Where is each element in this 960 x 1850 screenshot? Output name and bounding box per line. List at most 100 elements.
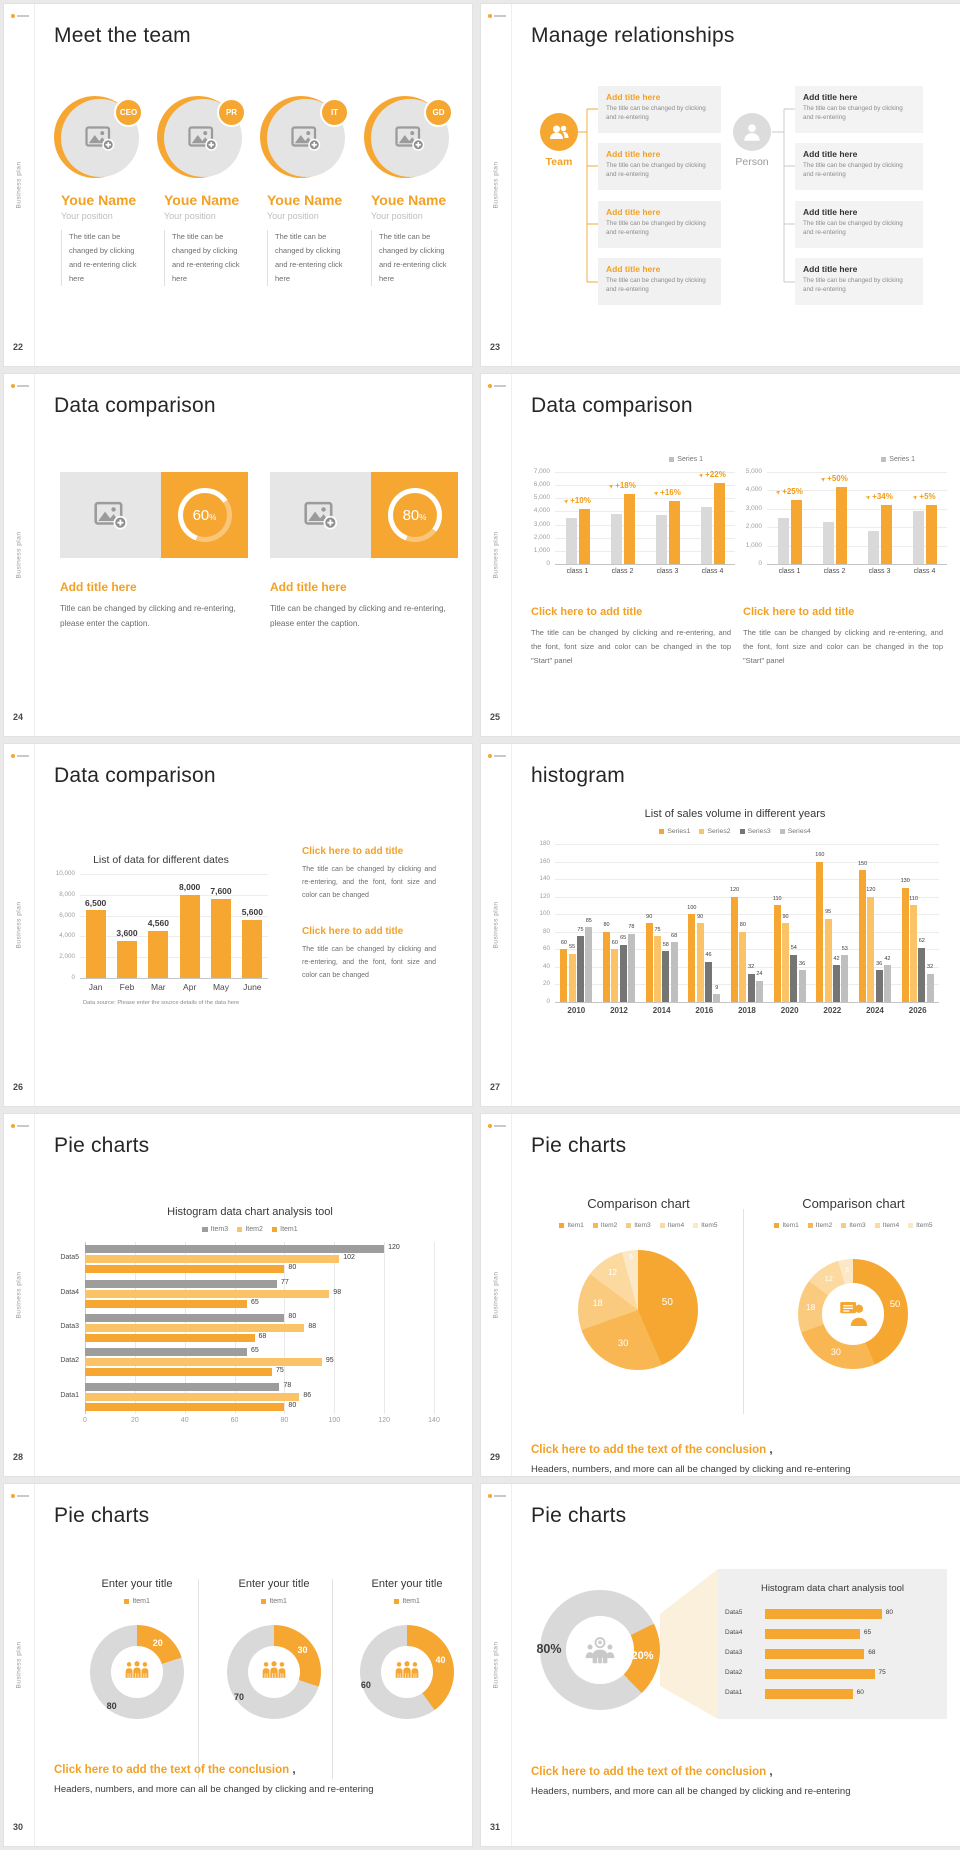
bar-value-label: 120 xyxy=(388,1244,400,1252)
bar-value-label: 24 xyxy=(756,971,763,978)
member-name: Youe Name xyxy=(267,192,343,208)
gridline xyxy=(767,472,947,473)
slide-thumbnail-26[interactable]: Business plan 26 Data comparison List of… xyxy=(4,744,472,1106)
legend-swatch xyxy=(908,1223,914,1228)
slide-thumbnail-30[interactable]: Business plan 30 Pie charts Enter your t… xyxy=(4,1484,472,1846)
up-arrow-icon: ➤ xyxy=(775,488,783,497)
bar xyxy=(777,518,789,564)
y-tick-label: 0 xyxy=(546,998,550,1005)
bar xyxy=(798,970,806,1002)
highlight-beam xyxy=(660,1569,718,1719)
gridline xyxy=(80,957,268,959)
bar-value-label: 65 xyxy=(620,935,627,942)
block-text: The title can be changed by clicking and… xyxy=(743,628,943,665)
percent-value: 60 xyxy=(192,506,210,524)
bar-value-label: 42 xyxy=(884,955,891,962)
box-title: Add title here xyxy=(606,92,661,102)
legend-item: Series3 xyxy=(739,828,771,835)
chart-title: List of sales volume in different years xyxy=(644,808,826,820)
bar xyxy=(918,947,926,1002)
box-title: Add title here xyxy=(803,92,858,102)
y-tick-label: 100 xyxy=(539,910,550,918)
image-stat-panel: 60% xyxy=(60,472,248,558)
x-tick-label: 120 xyxy=(378,1417,390,1424)
legend-swatch xyxy=(261,1598,267,1605)
slide-thumbnail-24[interactable]: Business plan 24 Data comparison 60% 80%… xyxy=(4,374,472,736)
slide-thumbnail-22[interactable]: Business plan 22 Meet the team CEO Youe … xyxy=(4,4,472,366)
bar xyxy=(765,1609,882,1619)
bar-value-label: 120 xyxy=(729,887,740,894)
bar-value-label: 75 xyxy=(275,1367,284,1375)
y-tick-label: 5,000 xyxy=(745,468,762,475)
bar-value-label: 80 xyxy=(739,922,746,929)
slide-title: histogram xyxy=(531,764,626,787)
legend-swatch xyxy=(202,1226,208,1233)
page-number: 29 xyxy=(490,1452,501,1462)
legend-swatch xyxy=(841,1223,847,1228)
bar xyxy=(790,499,802,564)
x-tick-label: class 1 xyxy=(778,568,801,575)
legend-item: Item3 xyxy=(626,1222,651,1229)
conclusion-subtext: Headers, numbers, and more can all be ch… xyxy=(531,1464,851,1475)
people-group-icon xyxy=(261,1660,287,1680)
slide-thumbnail-29[interactable]: Business plan 29 Pie charts Comparison c… xyxy=(481,1114,960,1476)
photo-placeholder xyxy=(60,472,161,558)
bar xyxy=(610,514,622,564)
gridline xyxy=(555,861,939,863)
chart-title: Histogram data chart analysis tool xyxy=(760,1583,905,1594)
bar-value-label: 58 xyxy=(662,941,669,948)
chart-title: List of data for different dates xyxy=(93,854,229,866)
slide-thumbnail-31[interactable]: Business plan 31 Pie charts 20% 80% Histo… xyxy=(481,1484,960,1846)
image-placeholder-icon xyxy=(395,125,425,151)
slide-rail: Business plan 24 xyxy=(4,374,35,736)
gridline xyxy=(555,896,939,898)
progress-ring: 80% xyxy=(387,488,442,542)
x-tick-label: class 3 xyxy=(868,568,891,575)
x-tick-label: 60 xyxy=(230,1417,239,1424)
page-number: 26 xyxy=(13,1082,24,1092)
bar-value-label: 80 xyxy=(288,1264,297,1272)
bar-value-label: 90 xyxy=(646,913,653,920)
x-tick-label: 2020 xyxy=(780,1006,799,1015)
legend-swatch xyxy=(626,1223,632,1228)
bar-value-label: 3,600 xyxy=(116,928,138,939)
legend-item: Item1 xyxy=(559,1222,584,1229)
rail-brand-text: Business plan xyxy=(492,1271,500,1319)
bar xyxy=(765,1669,875,1679)
legend-swatch xyxy=(739,828,745,835)
slide-thumbnail-25[interactable]: Business plan 25 Data comparison Series … xyxy=(481,374,960,736)
bar-value-label: 65 xyxy=(251,1298,259,1306)
slide-thumbnail-27[interactable]: Business plan 27 histogram List of sales… xyxy=(481,744,960,1106)
bar-chart: 0 1,000 2,000 3,000 4,000 5,000 class 1 ➤+25% cl… xyxy=(737,468,953,578)
conclusion-title: Click here to add the text of the conclu… xyxy=(531,1444,773,1456)
bar xyxy=(85,1255,340,1264)
ring-hole xyxy=(182,493,227,537)
bar-value-label: 75 xyxy=(577,926,584,933)
slide-rail: Business plan 28 xyxy=(4,1114,35,1476)
bar-value-label: 8,000 xyxy=(179,882,201,893)
bar xyxy=(912,510,924,564)
gridline xyxy=(80,978,268,979)
bar xyxy=(117,940,137,978)
gridline xyxy=(80,874,268,875)
bar-value-label: 160 xyxy=(815,852,825,859)
gridline xyxy=(555,914,939,916)
chart-legend: Series1 Series2 Series3 Series4 xyxy=(525,828,945,835)
box-title: Add title here xyxy=(803,149,858,159)
bar-value-label: 120 xyxy=(866,887,876,894)
slide-thumbnail-28[interactable]: Business plan 28 Pie charts Histogram da… xyxy=(4,1114,472,1476)
member-description: The title can be changed by clicking and… xyxy=(267,230,353,286)
chart-legend: Series 1 xyxy=(631,456,741,463)
bar-value-label: 80 xyxy=(288,1401,297,1409)
legend-swatch xyxy=(271,1226,278,1233)
legend-swatch xyxy=(592,1223,598,1228)
slide-thumbnail-23[interactable]: Business plan 23 Manage relationships Te… xyxy=(481,4,960,366)
bar-value-label: 90 xyxy=(697,913,704,920)
y-tick-label: 180 xyxy=(539,840,550,847)
legend-item: Item4 xyxy=(659,1222,684,1229)
bar-value-label: 78 xyxy=(283,1381,292,1389)
legend-item: Item1 xyxy=(774,1222,799,1229)
bar xyxy=(747,973,755,1002)
bar xyxy=(765,1649,865,1659)
bar xyxy=(816,861,824,1002)
